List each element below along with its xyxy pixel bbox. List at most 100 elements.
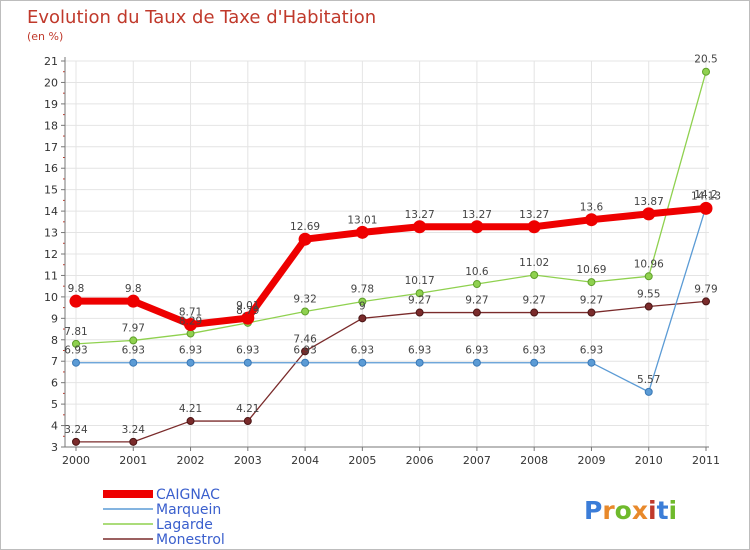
point-caignac-2008 (527, 220, 541, 234)
data-label-monestrol-2006: 9.27 (408, 295, 431, 307)
point-caignac-2000 (69, 294, 83, 308)
point-lagarde-2002 (186, 329, 195, 338)
point-marquein-2002 (186, 358, 195, 367)
point-monestrol-2009 (587, 308, 596, 317)
point-monestrol-2004 (301, 347, 310, 356)
logo-letter: i (669, 496, 678, 525)
logo-letter: t (657, 496, 669, 525)
data-label-caignac-2010: 13.87 (634, 196, 664, 208)
point-monestrol-2002 (186, 417, 195, 426)
xtick-label-2010: 2010 (635, 454, 663, 467)
point-monestrol-2001 (129, 437, 138, 446)
data-label-marquein-2000: 6.93 (64, 345, 87, 357)
data-label-monestrol-2011: 9.79 (694, 283, 717, 295)
xtick-label-2000: 2000 (62, 454, 90, 467)
point-monestrol-2005 (358, 314, 367, 323)
logo-text: Proxiti (584, 496, 677, 525)
axes: 3 4 5 6 7 8 9 10 11 12 13 14 15 16 17 18 19 20 21 2000 2001 2… (44, 55, 720, 467)
legend-label-monestrol: Monestrol (156, 532, 225, 548)
ytick-label-4: 4 (51, 420, 58, 433)
xtick-label-2004: 2004 (291, 454, 319, 467)
data-label-marquein-2002: 6.93 (179, 345, 202, 357)
point-monestrol-2007 (472, 308, 481, 317)
point-caignac-2002 (184, 318, 198, 332)
data-label-lagarde-2001: 7.97 (122, 322, 145, 334)
series-line-marquein (76, 206, 707, 393)
ytick-label-19: 19 (44, 98, 58, 111)
point-lagarde-2007 (472, 280, 481, 289)
legend-label-marquein: Marquein (156, 502, 221, 518)
data-label-marquein-2005: 6.93 (351, 345, 374, 357)
point-marquein-2008 (530, 358, 539, 367)
point-marquein-2004 (301, 358, 310, 367)
ytick-label-17: 17 (44, 141, 58, 154)
ytick-label-7: 7 (51, 355, 58, 368)
point-caignac-2004 (298, 232, 312, 246)
point-caignac-2007 (470, 220, 484, 234)
data-label-lagarde-2003: 8.79 (236, 305, 259, 317)
data-label-marquein-2008: 6.93 (522, 345, 545, 357)
data-label-lagarde-2005: 9.78 (351, 284, 374, 296)
legend-label-lagarde: Lagarde (156, 517, 213, 533)
logo-letter: P (584, 496, 602, 525)
grid (65, 60, 709, 448)
data-label-marquein-2001: 6.93 (122, 345, 145, 357)
chart-title: Evolution du Taux de Taxe d'Habitation (27, 7, 377, 28)
data-label-caignac-2009: 13.6 (580, 202, 604, 214)
point-monestrol-2010 (644, 302, 653, 311)
data-label-caignac-2003: 9.01 (236, 300, 259, 312)
data-label-caignac-2005: 13.01 (347, 214, 377, 226)
data-label-caignac-2006: 13.27 (405, 209, 435, 221)
xtick-label-2006: 2006 (406, 454, 434, 467)
point-lagarde-2008 (530, 271, 539, 280)
data-label-monestrol-2008: 9.27 (522, 295, 545, 307)
logo-letter: x (632, 496, 648, 525)
series-line-lagarde (75, 71, 707, 345)
point-marquein-2000 (72, 358, 80, 367)
series-line-caignac (76, 204, 707, 329)
point-marquein-2005 (358, 358, 367, 367)
data-label-caignac-2004: 12.69 (290, 221, 320, 233)
point-marquein-2001 (129, 358, 138, 367)
data-label-monestrol-2010: 9.55 (637, 289, 660, 301)
data-labels: 9.8 9.8 8.71 9.01 12.69 13.01 13.27 13.27 13.27 1… (64, 54, 721, 436)
point-marquein-2003 (243, 358, 252, 367)
point-monestrol-2008 (530, 308, 539, 317)
data-label-caignac-2001: 9.8 (125, 283, 142, 295)
point-lagarde-2005 (358, 297, 367, 306)
data-label-monestrol-2004: 7.46 (293, 333, 317, 345)
series-line-monestrol (76, 300, 707, 443)
point-marquein-2010 (644, 387, 653, 396)
ytick-label-5: 5 (51, 398, 58, 411)
data-label-monestrol-2005: 9 (359, 300, 366, 312)
logo-letter: r (602, 496, 615, 525)
data-label-lagarde-2010: 10.96 (634, 258, 664, 270)
ytick-label-20: 20 (44, 76, 58, 89)
ytick-label-3: 3 (51, 441, 58, 454)
xtick-label-2002: 2002 (177, 454, 205, 467)
xtick-label-2009: 2009 (577, 454, 605, 467)
legend-label-caignac: CAIGNAC (156, 487, 220, 503)
xtick-label-2001: 2001 (119, 454, 147, 467)
chart-subtitle: (en %) (27, 30, 64, 43)
point-caignac-2003 (241, 311, 255, 325)
data-label-lagarde-2000: 7.81 (64, 326, 87, 338)
point-monestrol-2003 (243, 417, 252, 426)
ytick-label-14: 14 (44, 205, 58, 218)
data-label-monestrol-2002: 4.21 (179, 403, 202, 415)
point-lagarde-2001 (129, 336, 138, 345)
point-marquein-2009 (587, 358, 596, 367)
xtick-label-2003: 2003 (234, 454, 262, 467)
point-marquein-2006 (415, 358, 424, 367)
point-lagarde-2011 (702, 67, 710, 76)
data-label-caignac-2000: 9.8 (68, 283, 85, 295)
data-label-lagarde-2004: 9.32 (293, 293, 316, 305)
data-label-caignac-2008: 13.27 (519, 209, 549, 221)
data-label-monestrol-2007: 9.27 (465, 295, 488, 307)
ytick-label-6: 6 (51, 377, 58, 390)
point-caignac-2009 (584, 213, 598, 227)
point-monestrol-2006 (415, 308, 424, 317)
data-label-caignac-2002: 8.71 (179, 307, 202, 319)
point-caignac-2010 (642, 207, 656, 221)
